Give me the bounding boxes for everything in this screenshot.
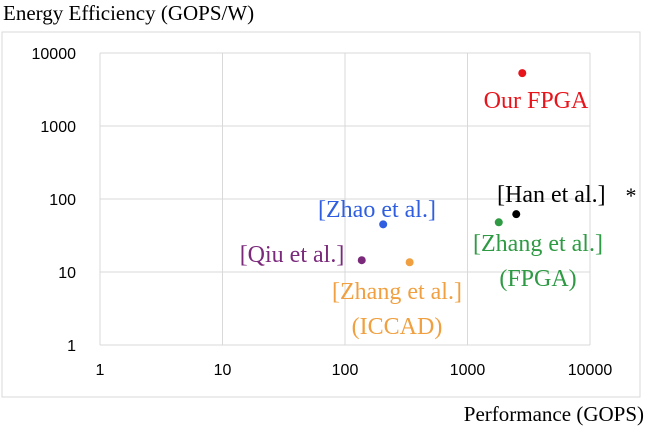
data-point xyxy=(518,69,527,78)
point-label-line: (ICCAD) xyxy=(352,314,443,340)
point-label-line: [Zhao et al.] xyxy=(318,197,436,223)
y-tick-label: 10000 xyxy=(32,46,77,63)
point-label: Our FPGA xyxy=(484,88,589,114)
point-label: [Zhang et al.] (ICCAD) xyxy=(332,279,462,340)
x-tick-label: 100 xyxy=(332,362,359,379)
point-label-line: (FPGA) xyxy=(499,266,576,292)
point-label-line: Our FPGA xyxy=(484,88,589,114)
y-axis-title: Energy Efficiency (GOPS/W) xyxy=(3,1,254,25)
data-point xyxy=(512,210,521,219)
x-tick-label: 10000 xyxy=(568,362,613,379)
y-tick-label: 1000 xyxy=(40,119,76,136)
point-label-line: [Zhang et al.] xyxy=(332,279,462,305)
point-label-line: [Qiu et al.] xyxy=(240,242,345,268)
point-label-line: [Zhang et al.] xyxy=(473,231,603,257)
data-point xyxy=(494,218,503,227)
data-point xyxy=(405,258,414,267)
x-tick-label: 1000 xyxy=(450,362,486,379)
point-label: [Qiu et al.] xyxy=(240,242,345,268)
x-tick-label: 1 xyxy=(96,362,105,379)
point-label: [Zhang et al.] (FPGA) xyxy=(473,231,603,292)
point-label-line: [Han et al.] xyxy=(497,182,606,208)
chart-border xyxy=(1,31,641,398)
y-tick-label: 10 xyxy=(58,265,76,282)
y-tick-label: 100 xyxy=(49,192,76,209)
x-axis-title: Performance (GOPS) xyxy=(464,402,644,426)
data-point xyxy=(357,256,366,265)
y-tick-label: 1 xyxy=(67,338,76,355)
x-tick-label: 10 xyxy=(214,362,232,379)
data-point xyxy=(379,220,388,229)
point-label: [Zhao et al.] xyxy=(318,197,436,223)
point-label: [Han et al.] xyxy=(497,182,606,208)
point-annotation: * xyxy=(626,183,637,208)
